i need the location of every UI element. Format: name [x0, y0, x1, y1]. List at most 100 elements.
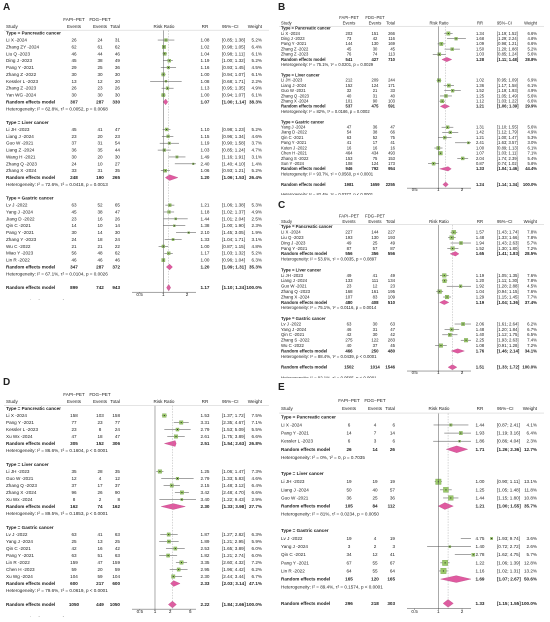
weight-value: 4.6% [252, 134, 262, 139]
summary-total: 556 [388, 251, 396, 256]
events-fdg: 21 [97, 244, 103, 249]
total-n: 31 [115, 38, 121, 43]
study-label: Pang Y -2021 [281, 431, 309, 436]
rr-value: 2.30 [201, 574, 210, 579]
ci-value: [1.30; 1.80] [497, 246, 519, 251]
study-label: Yang J -2024 [6, 209, 33, 214]
weight-value: 5.8% [528, 161, 538, 166]
ci-value: [1.05; 1.49] [497, 93, 518, 98]
rr-value: 1.93 [476, 431, 485, 436]
effect-point [453, 231, 455, 233]
ci-value: [1.43; 1.74] [497, 230, 519, 235]
x-tick-label: 1 [437, 370, 440, 375]
rr-value: 3.35 [201, 560, 210, 565]
ci-value: [1.02; 1.31] [497, 568, 520, 573]
events-fapi: 8 [73, 497, 76, 502]
subgroup-summary-label: Random effects model [6, 175, 55, 180]
rr-value: 1.00 [201, 258, 210, 263]
events-fapi: 45 [71, 127, 77, 132]
events-fdg: 35 [97, 148, 103, 153]
subgroup-title: Type = Liver cancer [281, 471, 324, 476]
summary-ci: [1.41; 1.83] [497, 251, 520, 256]
summary-rr: 1.21 [476, 504, 485, 509]
weight-value: 3.7% [252, 141, 262, 146]
rr-value: 1.08 [201, 79, 210, 84]
weight-value: 4.8% [252, 244, 262, 249]
rr-value: 3.31 [201, 420, 210, 425]
events-fapi: 30 [71, 72, 77, 77]
x-tick-label: 0.5 [136, 292, 143, 297]
weight-value: 7.7% [527, 294, 537, 299]
effect-point [166, 128, 168, 130]
rr-value: 1.31 [476, 125, 485, 130]
weight-value: 7.4% [527, 338, 537, 343]
total-n: 19 [390, 479, 396, 484]
header-ci: 95%−CI [222, 399, 238, 404]
ci-value: [1.19; 1.93] [497, 88, 518, 93]
header-group1: FAPI−PET [63, 17, 85, 22]
weight-value: 3.6% [527, 536, 537, 541]
weight-value: 6.9% [528, 78, 538, 83]
events-fdg: 61 [97, 44, 103, 49]
events-fdg: 17 [373, 140, 378, 145]
events-fdg: 26 [97, 490, 103, 495]
summary-total: 165 [387, 577, 395, 582]
events-fapi: 16 [347, 145, 352, 150]
summary-events-fdg: 152 [96, 441, 104, 446]
effect-point [164, 53, 166, 55]
study-label: Li JH -2023 [6, 127, 30, 132]
study-label: Lv J -2022 [281, 321, 302, 326]
heterogeneity-text: Heterogeneity: I² = 79.6%, τ² = 0.0619, … [6, 588, 108, 593]
weight-value: 7.6% [527, 273, 537, 278]
ci-value: [1.63; 3.57] [497, 140, 518, 145]
effect-point [452, 90, 454, 92]
study-label: Pang Y -2021 [6, 230, 34, 235]
forest-panel-e: E FAPI−PET FDG−PET Study Events Events Total R… [275, 380, 550, 622]
total-n: 75 [390, 135, 395, 140]
summary-weight: 26.4% [249, 175, 262, 180]
total-n: 159 [112, 560, 120, 565]
effect-point [449, 334, 451, 336]
effect-point [168, 142, 170, 144]
total-n: 35 [115, 168, 121, 173]
events-fdg: 103 [96, 413, 104, 418]
header-total: Total [386, 20, 395, 25]
weight-value: 6.1% [252, 72, 262, 77]
weight-value: 6.6% [252, 490, 262, 495]
events-fdg: 38 [373, 130, 378, 135]
header-rr: RR [202, 24, 209, 29]
study-label: Zhang Z -2022 [6, 72, 37, 77]
total-n: 63 [115, 553, 121, 558]
subgroup-summary-label: Random effects model [6, 504, 55, 509]
study-label: Yang J -2024 [281, 544, 308, 549]
events-fapi: 6 [348, 439, 351, 444]
study-label: Jiang D -2022 [281, 130, 308, 135]
total-n: 49 [390, 240, 395, 245]
subgroup-summary-label: Random effects model [281, 251, 327, 256]
summary-events-fdg: 287 [96, 99, 104, 104]
rr-value: 1.19 [476, 273, 485, 278]
weight-value: 6.4% [252, 483, 262, 488]
total-n: 90 [115, 490, 121, 495]
events-fapi: 101 [346, 99, 354, 104]
weight-value: 6.0% [252, 546, 262, 551]
effect-point [465, 339, 467, 341]
subgroup-summary-label: Random effects model [281, 348, 327, 353]
events-fapi: 153 [346, 156, 354, 161]
study-label: Guo W -2021 [6, 141, 34, 146]
total-n: 30 [115, 72, 121, 77]
total-n: 41 [390, 552, 396, 557]
subgroup-summary-label: Random effects model [281, 166, 326, 171]
effect-point [491, 538, 493, 540]
header-group2: FDG−PET [364, 398, 386, 403]
weight-value: 6.2% [252, 567, 262, 572]
header-ci: 95%−CI [222, 24, 238, 29]
header-events1: Events [342, 406, 357, 411]
events-fdg: 51 [97, 553, 103, 558]
effect-point [440, 152, 442, 154]
events-fapi: 73 [347, 36, 352, 41]
events-fdg: 30 [97, 72, 103, 77]
weight-value: 2.9% [252, 497, 262, 502]
overall-rr: 1.24 [476, 182, 485, 187]
weight-value: 5.3% [528, 135, 538, 140]
